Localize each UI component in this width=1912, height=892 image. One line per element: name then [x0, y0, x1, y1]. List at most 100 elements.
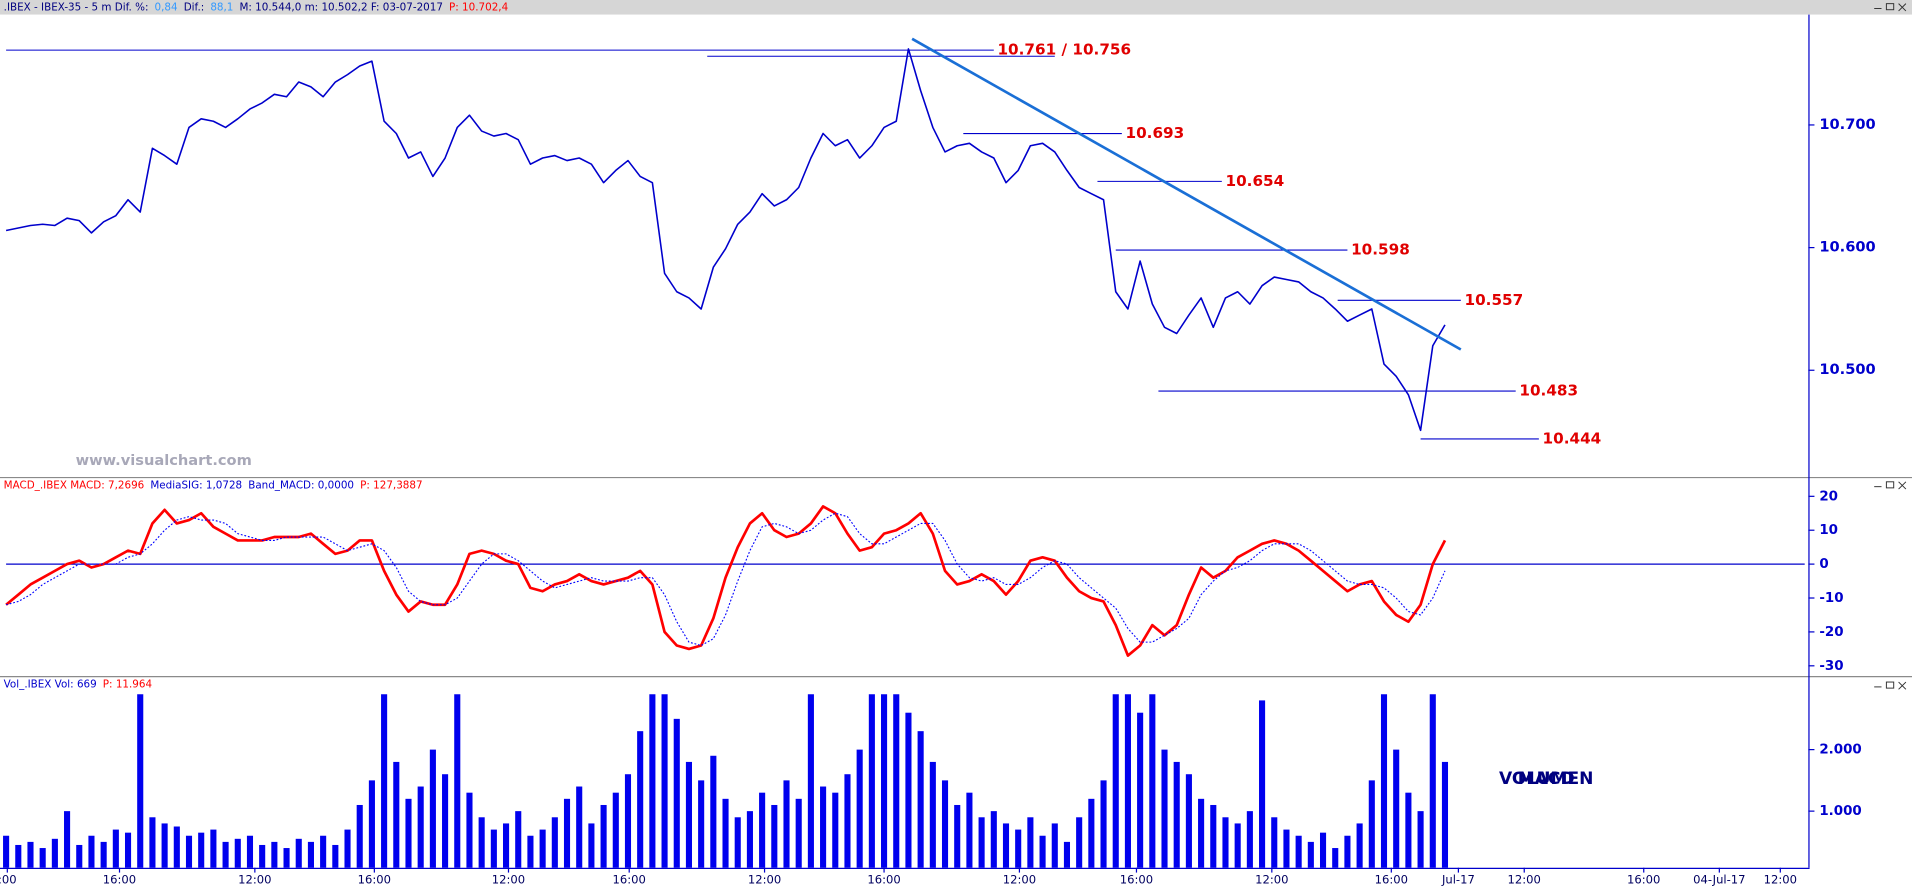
volume-bar [137, 694, 144, 868]
volume-bar [1259, 700, 1266, 868]
volume-bar [1441, 761, 1449, 868]
volume-bar [76, 844, 83, 868]
y-tick-label: 10.700 [1819, 116, 1875, 133]
volume-bar [124, 832, 132, 868]
series-line [5, 48, 1446, 432]
volume-bar [198, 832, 205, 868]
x-tick-label: 16:00 [867, 872, 900, 886]
x-tick-label: 12:00 [492, 872, 525, 886]
watermark: www.visualchart.com [76, 452, 252, 469]
panel-label: MACD [1518, 769, 1575, 789]
volume-bar [112, 829, 119, 868]
volume-bar [27, 841, 34, 868]
volume-bar [1051, 823, 1058, 868]
volume-bar [685, 761, 693, 868]
volume-bar [1332, 848, 1339, 868]
y-tick-label: 10.500 [1819, 361, 1875, 378]
series-line [5, 512, 1446, 647]
header-item: M: 10.544,0 m: 10.502,2 F: 03-07-2017 [239, 1, 442, 13]
volume-bar [759, 792, 766, 868]
y-tick-label: -30 [1819, 659, 1843, 674]
volume-bar [1002, 823, 1010, 868]
x-tick-label: 12:00 [1764, 872, 1797, 886]
x-tick-label: 16:00 [103, 872, 136, 886]
volume-bar [466, 792, 473, 868]
volume-bar [320, 835, 327, 868]
y-tick-label: 10.600 [1819, 239, 1875, 256]
y-tick-label: 1.000 [1819, 804, 1861, 819]
volume-bar [1063, 841, 1071, 868]
volume-bar [1015, 829, 1022, 868]
volume-bar [185, 835, 193, 868]
y-tick-label: 0 [1819, 557, 1828, 572]
volume-bar [234, 838, 241, 868]
volume-bar [332, 844, 339, 868]
volume-bar [1429, 694, 1436, 868]
volume-bar [917, 731, 924, 868]
maximize-button[interactable] [1885, 3, 1895, 11]
header-item: 88,1 [210, 1, 233, 13]
header-item: Dif.: [184, 1, 205, 13]
volume-bar [1149, 694, 1156, 868]
header-item: .IBEX - IBEX-35 - 5 m Dif. %: [4, 1, 149, 13]
volume-bar [1271, 817, 1278, 868]
volume-bar [637, 731, 644, 868]
volume-bar [490, 829, 497, 868]
volume-bar [39, 848, 46, 868]
x-tick-label: Jul-17 [1441, 872, 1475, 886]
maximize-button[interactable] [1885, 681, 1895, 689]
volume-bar [1027, 817, 1034, 868]
volume-bar [807, 694, 814, 868]
volume-bar [381, 694, 388, 868]
volume-bar [478, 817, 485, 868]
volume-bar [405, 798, 412, 868]
volume-bar [1112, 694, 1119, 868]
level-label: 10.761 / 10.756 [997, 41, 1131, 59]
x-tick-label: 16:00 [1375, 872, 1408, 886]
panel-label: VOLUMEN [1499, 769, 1593, 789]
volume-bar [893, 694, 900, 868]
volume-bar [905, 712, 912, 868]
close-button[interactable] [1898, 681, 1907, 690]
volume-bar [661, 694, 668, 868]
volume-bar [1137, 712, 1144, 868]
volume-bar [515, 811, 522, 868]
volume-bar [283, 848, 290, 868]
close-button[interactable] [1898, 3, 1907, 12]
volume-bar [832, 792, 839, 868]
volume-bar [429, 749, 436, 868]
volume-bar [1185, 774, 1192, 868]
volume-bar [1283, 829, 1290, 868]
volume-bar [868, 694, 875, 868]
volume-bar [1319, 832, 1327, 868]
x-tick-label: :00 [0, 872, 17, 886]
header-item: P: 11.964 [103, 678, 152, 690]
panel-header: MACD_.IBEX MACD: 7,2696 MediaSIG: 1,0728 B… [4, 479, 423, 491]
volume-bar [1222, 817, 1229, 868]
volume-bar [539, 829, 546, 868]
x-tick-label: 12:00 [1255, 872, 1288, 886]
x-tick-label: 16:00 [613, 872, 646, 886]
volume-bar [1210, 804, 1217, 868]
volume-bar [771, 804, 778, 868]
volume-bar [966, 792, 973, 868]
level-label: 10.598 [1351, 241, 1410, 259]
volume-bar [1380, 694, 1388, 868]
volume-bar [1173, 761, 1180, 868]
volume-bar [149, 817, 156, 868]
maximize-button[interactable] [1885, 481, 1895, 489]
volume-bar [856, 749, 863, 868]
volume-bar [1307, 841, 1314, 868]
x-tick-label: 16:00 [1120, 872, 1153, 886]
volume-bar [502, 823, 510, 868]
volume-bar [344, 829, 351, 868]
volume-bar [990, 811, 997, 868]
volume-bar [259, 844, 266, 868]
close-button[interactable] [1898, 481, 1907, 490]
volume-bar [600, 804, 607, 868]
series-line [5, 505, 1447, 657]
volume-bar [929, 761, 936, 868]
volume-bar [1417, 811, 1424, 868]
volume-bar [271, 841, 278, 868]
volume-bar [3, 835, 10, 868]
